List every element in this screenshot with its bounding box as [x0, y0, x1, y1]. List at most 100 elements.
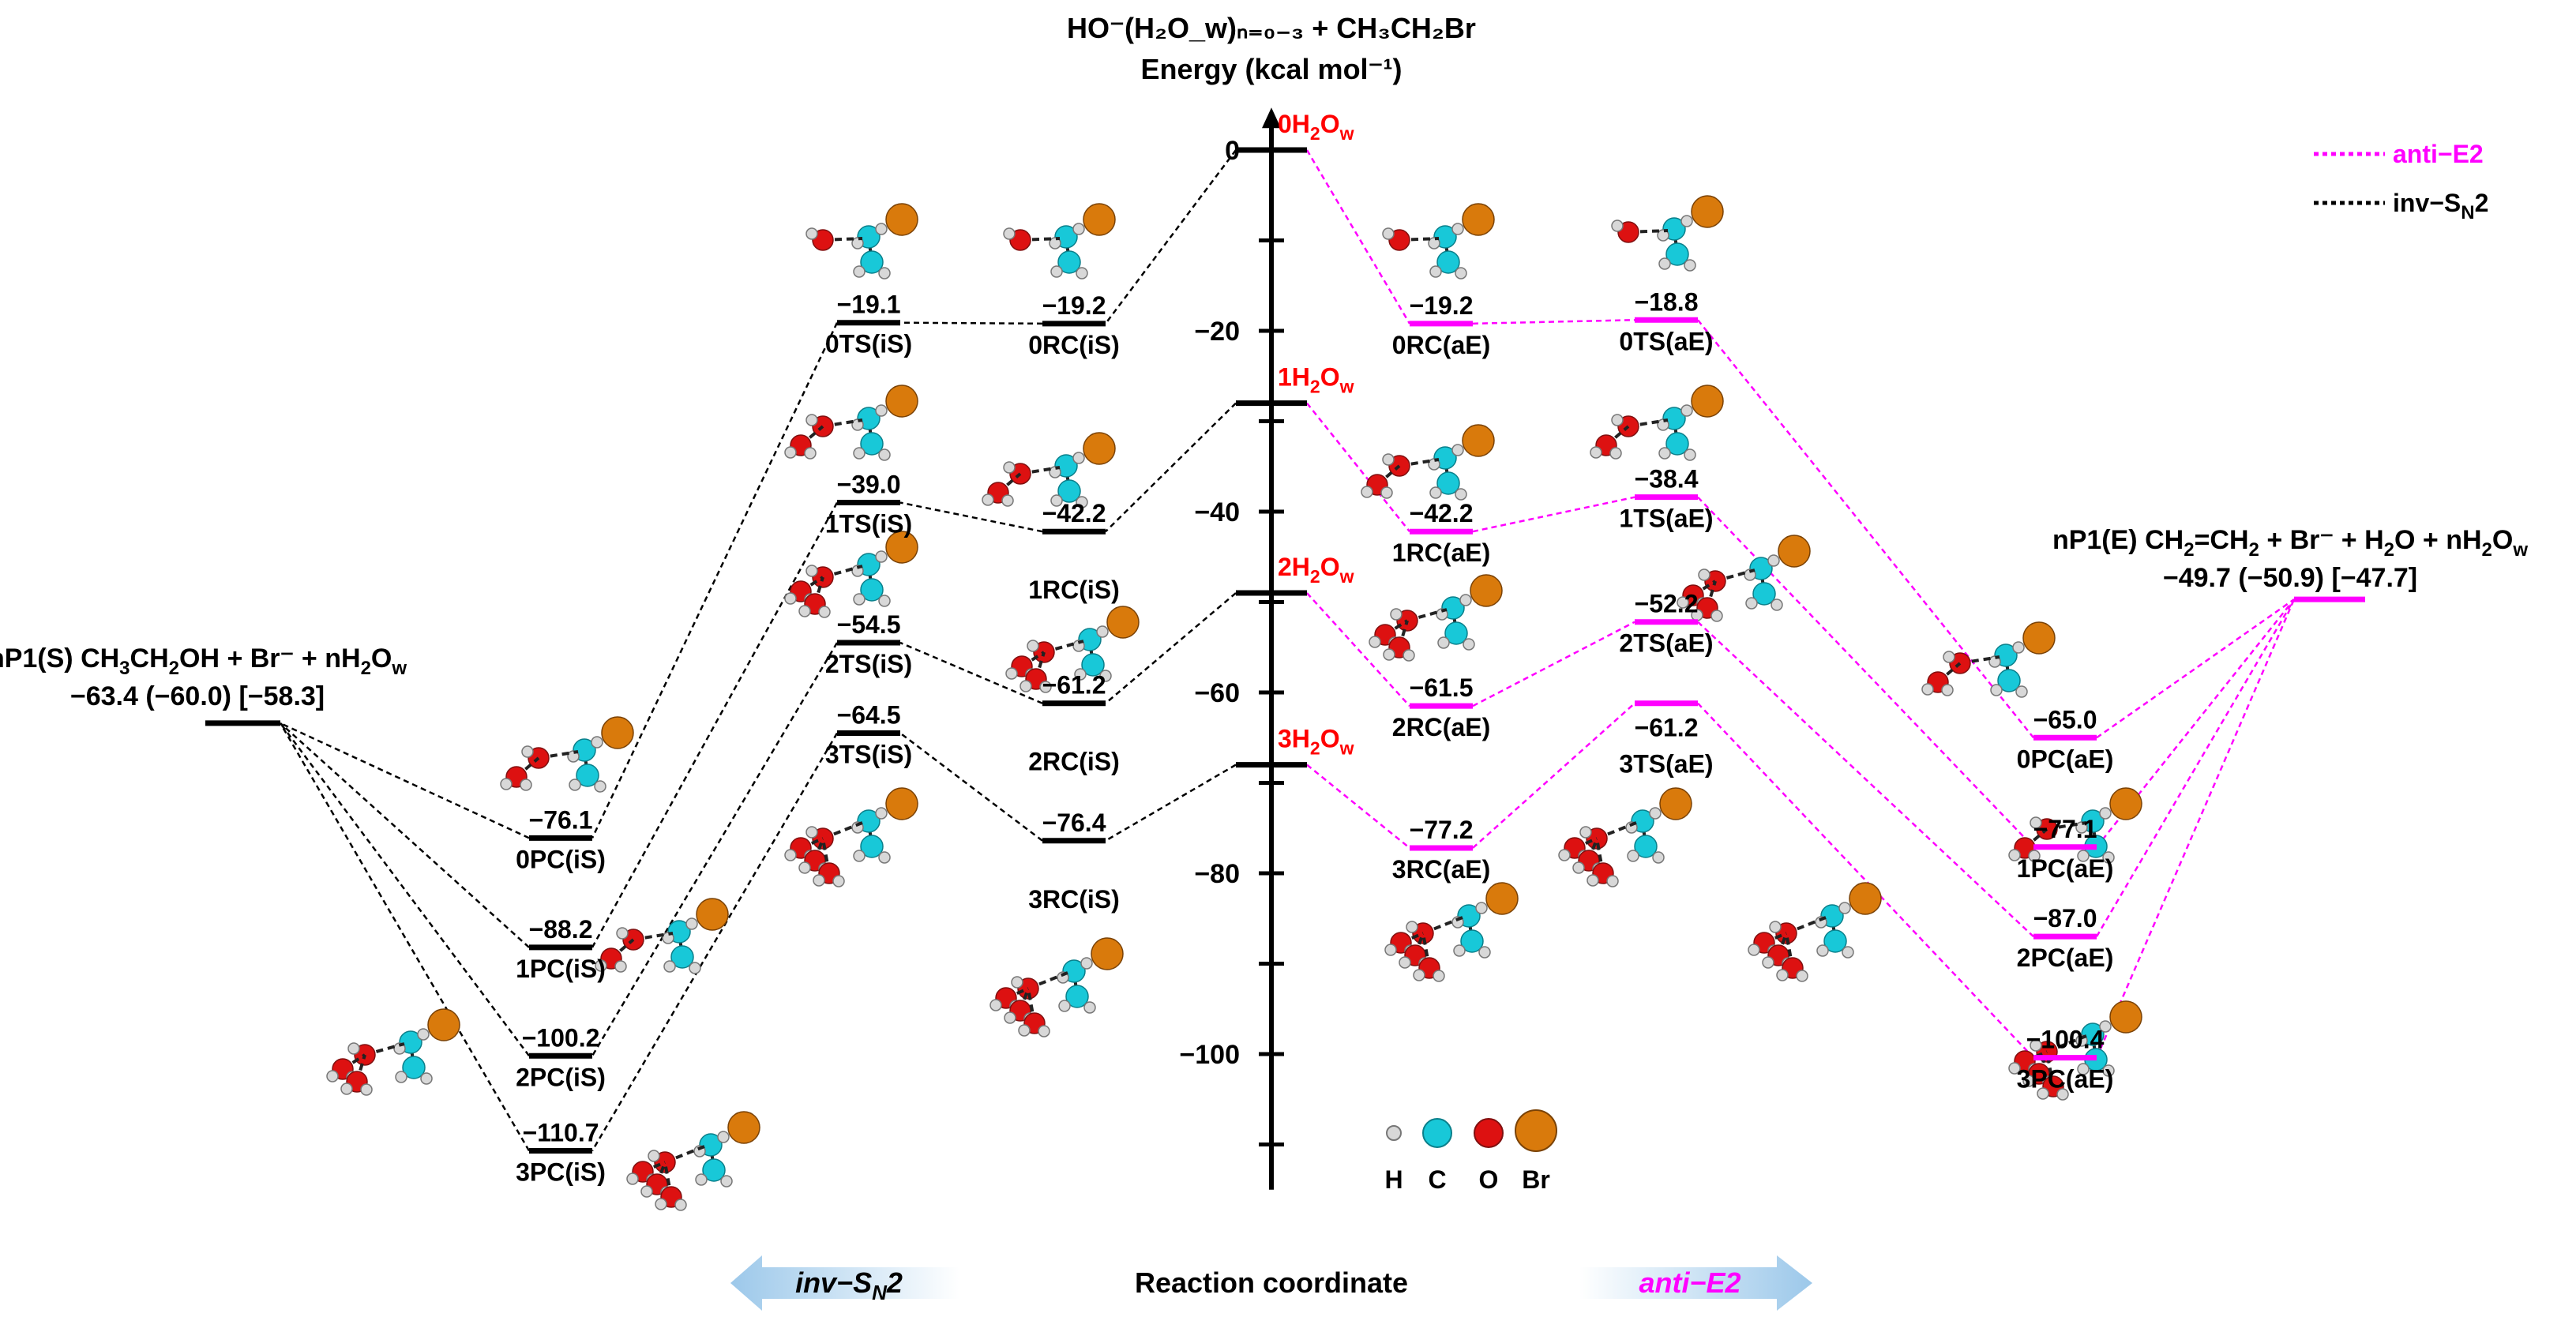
atom-h	[1413, 969, 1425, 981]
atom-c	[1065, 985, 1089, 1008]
atom-c	[1997, 669, 2021, 692]
e2-ts-value-0: −18.8	[1635, 287, 1699, 316]
atom-h	[878, 448, 891, 461]
atom-h-label: H	[1384, 1165, 1403, 1194]
atom-br	[727, 1111, 760, 1144]
atom-h	[1767, 554, 1780, 567]
sn2-pc-value-0: −76.1	[529, 805, 593, 834]
atom-h	[1027, 640, 1039, 652]
e2-pc-to-product-3	[2095, 598, 2296, 1059]
inv-sn2-arrow-shape	[730, 1255, 959, 1311]
atom-h	[805, 826, 818, 839]
atom-h	[1611, 219, 1624, 232]
sn2-pc-to-product-2	[279, 722, 531, 1057]
atom-h	[1606, 875, 1619, 887]
sn2-rc-name-2: 2RC(iS)	[1028, 748, 1120, 776]
e2-rc-value-0: −19.2	[1410, 291, 1474, 320]
atom-h	[1796, 970, 1808, 982]
sn2-rc-to-ts-2	[899, 641, 1043, 704]
atom-h	[616, 927, 629, 940]
atom-h	[1478, 946, 1491, 959]
atom-h	[1453, 944, 1466, 957]
atom-c	[1823, 929, 1847, 953]
y-tick-label: −20	[1194, 317, 1240, 347]
atom-h	[2012, 641, 2025, 654]
atom-h	[1657, 229, 1669, 242]
atom-h	[1058, 1000, 1071, 1012]
sn2-pc-to-product-1	[280, 722, 530, 948]
atom-br	[2109, 1000, 2142, 1034]
atom-c	[1634, 835, 1658, 858]
atom-h	[1361, 486, 1373, 498]
atom-h	[662, 932, 674, 944]
atom-c	[670, 945, 694, 969]
molecule-sketch	[982, 432, 1116, 508]
atom-h	[1769, 921, 1782, 933]
molecule-sketch	[1677, 535, 1811, 622]
atom-h	[1649, 807, 1662, 820]
e2-pc-value-0: −65.0	[2033, 705, 2097, 734]
e2-shelf-to-rc-0	[1305, 149, 1411, 325]
atom-h	[1658, 257, 1671, 270]
atom-h	[2075, 821, 2088, 834]
atom-h	[1050, 265, 1063, 278]
atom-br	[1778, 535, 1811, 568]
e2-shelf-to-rc-2	[1306, 592, 1410, 707]
y-tick-label: −80	[1194, 859, 1240, 889]
atom-h	[1558, 849, 1571, 861]
atom-h	[1451, 223, 1464, 235]
atom-h	[1011, 976, 1023, 989]
anti-e2-arrow-label: anti−E2	[1639, 1266, 1740, 1299]
e2-ts-to-pc-1	[1697, 496, 2034, 848]
sn2-pc-value-3: −110.7	[523, 1119, 599, 1147]
e2-pc-name-2: 2PC(aE)	[2017, 944, 2114, 972]
atom-h	[2102, 851, 2115, 864]
e2-ts-to-pc-0	[1697, 319, 2034, 739]
atom-h	[805, 414, 818, 426]
atom-h	[1380, 486, 1393, 499]
atom-h	[1921, 683, 1934, 696]
e2-pc-value-1: −77.1	[2033, 815, 2097, 843]
atom-h	[1083, 1001, 1096, 1014]
atom-h	[685, 917, 698, 930]
molecule-sketch	[1748, 882, 1882, 982]
sn2-pc-value-1: −88.2	[529, 915, 593, 944]
atom-h	[395, 1071, 407, 1083]
atom-h	[648, 1150, 660, 1162]
atom-legend: H C O Br	[1384, 1109, 1557, 1194]
sn2-rc-value-1: −42.2	[1042, 499, 1106, 527]
molecule-sketch	[1611, 195, 1724, 272]
atom-h	[875, 807, 888, 820]
water-label-1: 1H2Ow	[1278, 363, 1354, 397]
atom-h	[813, 874, 825, 887]
atom-h	[1096, 625, 1109, 638]
molecule-sketch	[1384, 882, 1519, 982]
e2-product-line1: nP1(E) CH2=CH2 + Br⁻ + H2O + nH2Ow	[2052, 525, 2528, 561]
atom-h	[832, 875, 845, 887]
atom-h	[1990, 684, 2003, 696]
atom-h	[875, 404, 888, 417]
atom-h	[720, 1175, 733, 1188]
atom-h	[2030, 816, 2042, 829]
atom-h	[569, 779, 581, 791]
atom-h	[878, 851, 891, 864]
sn2-rc-value-3: −76.4	[1042, 809, 1106, 837]
atom-br	[1462, 424, 1495, 457]
atom-h	[1748, 944, 1760, 956]
atom-br	[1091, 937, 1124, 970]
atom-br	[1485, 882, 1519, 915]
atom-h	[878, 267, 891, 280]
sn2-shelf-to-rc-2	[1105, 592, 1237, 704]
atom-h	[2030, 1039, 2042, 1052]
atom-h	[594, 780, 606, 793]
e2-ts-name-2: 2TS(aE)	[1619, 629, 1713, 658]
atom-h	[614, 960, 627, 973]
atom-h	[805, 227, 818, 240]
atom-h	[1463, 638, 1475, 651]
sn2-rc-value-0: −19.2	[1042, 291, 1106, 320]
atom-c	[860, 432, 884, 456]
y-tick-label: 0	[1225, 136, 1240, 166]
e2-rc-name-1: 1RC(aE)	[1392, 538, 1490, 567]
atom-br	[601, 716, 634, 749]
atom-c-swatch	[1422, 1118, 1452, 1148]
